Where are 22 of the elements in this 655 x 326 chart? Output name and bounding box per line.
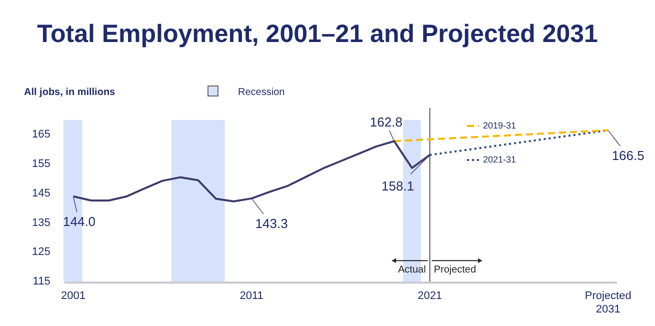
x-tick-label: 2001 — [61, 290, 86, 302]
y-tick-label: 165 — [32, 128, 50, 141]
legend-label: 2019-31 — [483, 120, 516, 130]
y-tick-label: 135 — [32, 216, 50, 229]
y-tick-label: 115 — [32, 276, 50, 288]
annotation: 143.3 — [255, 216, 288, 232]
y-tick-label: 155 — [32, 158, 50, 170]
legend-label: Recession — [238, 86, 285, 98]
annotation: 162.8 — [370, 114, 402, 130]
y-axis-title: All jobs, in millions — [24, 86, 116, 98]
annotation: Projected — [434, 264, 476, 276]
annotation: Actual — [398, 264, 426, 276]
chart-title: Total Employment, 2001–21 and Projected 2031 — [37, 20, 598, 48]
x-tick-label: Projected 2031 — [584, 290, 632, 316]
y-tick-label: 125 — [32, 246, 50, 258]
x-tick-label: 2011 — [240, 290, 264, 302]
x-tick-label: 2021 — [418, 290, 442, 302]
y-tick-label: 145 — [32, 187, 50, 200]
annotation: 158.1 — [382, 178, 414, 194]
annotation: 144.0 — [62, 214, 96, 229]
annotation: 166.5 — [612, 148, 644, 163]
legend-label: 2021-31 — [483, 154, 516, 164]
